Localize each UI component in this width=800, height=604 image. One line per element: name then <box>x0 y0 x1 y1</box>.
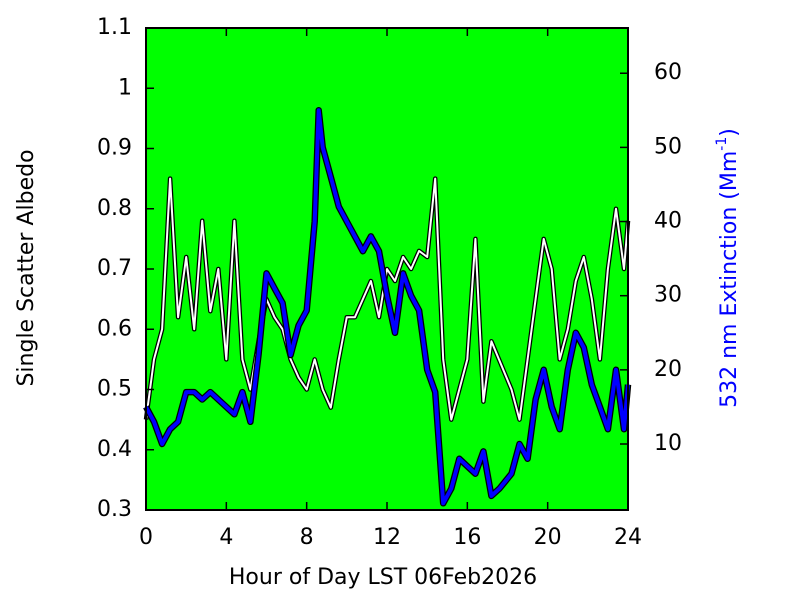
y-tick-label: 0.8 <box>97 196 132 221</box>
y-tick-label: 0.3 <box>97 497 132 522</box>
y-tick-label: 0.7 <box>97 256 132 281</box>
x-tick-label: 8 <box>300 525 314 550</box>
y2-label-text: ) <box>717 128 742 137</box>
x-axis-label: Hour of Day LST 06Feb2026 <box>229 565 537 590</box>
y2-label-sup: -1 <box>714 137 730 151</box>
y2-tick-label: 10 <box>654 431 682 456</box>
y2-axis-label: 532 nm Extinction (Mm-1) <box>714 128 742 408</box>
y-axis-label: Single Scatter Albedo <box>14 149 39 386</box>
series-line <box>145 177 629 421</box>
x-tick-label: 20 <box>534 525 562 550</box>
y-tick-label: 1.1 <box>97 15 132 40</box>
y2-tick-label: 50 <box>654 134 682 159</box>
x-tick-label: 24 <box>614 525 642 550</box>
x-tick-label: 12 <box>373 525 401 550</box>
y-tick-label: 0.6 <box>97 316 132 341</box>
x-tick-label: 4 <box>219 525 233 550</box>
y-tick-label: 0.4 <box>97 437 132 462</box>
y-tick-label: 0.9 <box>97 136 132 161</box>
x-tick-label: 16 <box>453 525 481 550</box>
y2-tick-label: 60 <box>654 60 682 85</box>
x-tick-label: 0 <box>139 525 153 550</box>
y-tick-label: 0.5 <box>97 377 132 402</box>
y-tick-label: 1 <box>118 75 132 100</box>
y2-tick-label: 30 <box>654 283 682 308</box>
y2-tick-label: 20 <box>654 357 682 382</box>
y2-label-text: 532 nm Extinction (Mm <box>717 151 742 408</box>
series-line <box>144 108 630 506</box>
y2-tick-label: 40 <box>654 209 682 234</box>
